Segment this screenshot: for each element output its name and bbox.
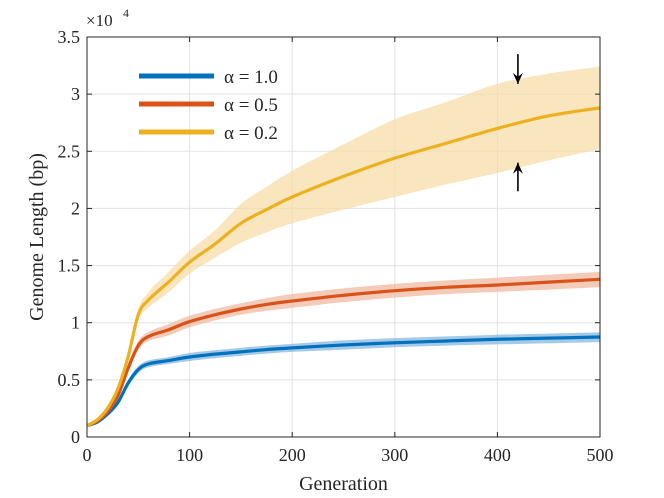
legend-label-05: α = 0.5 — [224, 95, 278, 116]
x-tick-label: 100 — [176, 445, 203, 465]
band-02 — [87, 66, 600, 427]
legend-label-02: α = 0.2 — [224, 123, 278, 144]
series-line-05 — [86, 277, 601, 428]
y-tick-label: 1.5 — [58, 256, 81, 276]
series-lines — [86, 106, 601, 428]
band-10 — [87, 332, 600, 427]
confidence-bands — [87, 66, 600, 427]
y-exponent-label: ×10 — [86, 11, 113, 30]
legend: α = 1.0 α = 0.5 α = 0.2 — [139, 67, 278, 144]
y-tick-label: 0.5 — [58, 370, 81, 390]
y-axis-label: Genome Length (bp) — [26, 153, 48, 321]
y-tick-label: 2.5 — [58, 141, 81, 161]
x-tick-label: 300 — [381, 445, 408, 465]
plot-frame — [86, 36, 601, 438]
x-tick-label: 400 — [484, 445, 511, 465]
legend-label-10: α = 1.0 — [224, 67, 278, 88]
x-tick-label: 500 — [587, 445, 614, 465]
band-05 — [87, 271, 600, 427]
y-tick-label: 0 — [71, 427, 80, 447]
y-tick-label: 3.5 — [58, 27, 81, 47]
axis-ticks: 0 100 200 300 400 500 0 0.5 1 1.5 2 2.5 3 3.5 — [58, 27, 614, 465]
x-tick-label: 0 — [83, 445, 92, 465]
y-tick-label: 2 — [71, 198, 80, 218]
series-line-10 — [86, 335, 601, 428]
x-tick-label: 200 — [279, 445, 306, 465]
y-tick-label: 3 — [71, 84, 80, 104]
arrow-down-head — [512, 72, 523, 84]
arrow-up-head — [512, 162, 523, 174]
series-line-02 — [86, 106, 601, 427]
y-tick-label: 1 — [71, 313, 80, 333]
y-exponent-power: 4 — [123, 6, 129, 20]
x-axis-label: Generation — [299, 473, 388, 495]
annotation-arrows — [512, 54, 523, 192]
